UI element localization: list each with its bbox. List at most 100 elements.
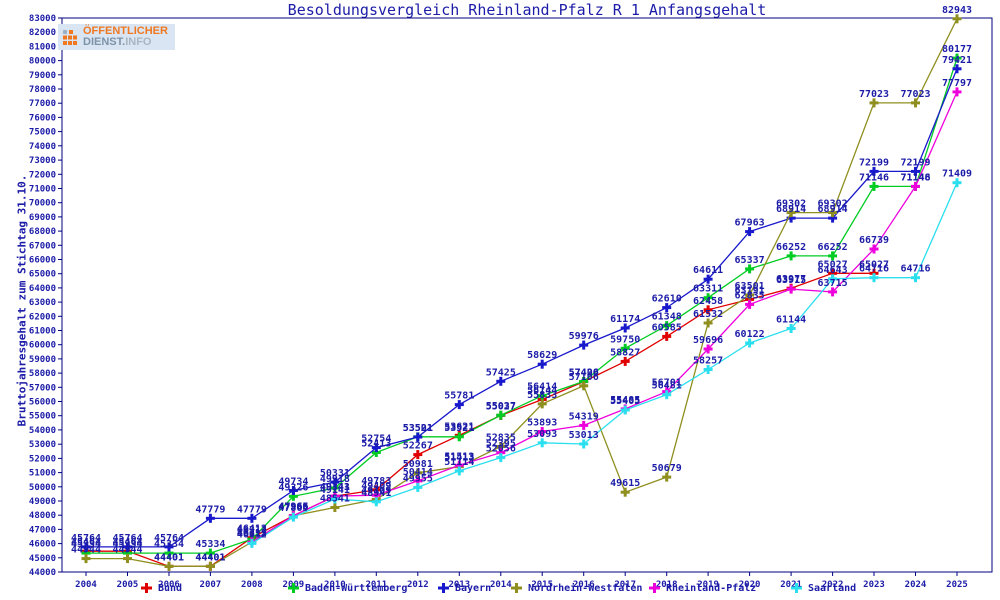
svg-text:49615: 49615 bbox=[610, 478, 640, 489]
svg-text:2005: 2005 bbox=[117, 580, 139, 590]
legend-label: Rheinland-Pfalz bbox=[666, 582, 757, 594]
svg-text:72000: 72000 bbox=[29, 170, 56, 180]
svg-text:71146: 71146 bbox=[900, 172, 930, 183]
svg-text:47965: 47965 bbox=[278, 502, 308, 513]
svg-text:47966: 47966 bbox=[278, 502, 308, 513]
svg-text:50000: 50000 bbox=[29, 483, 56, 493]
svg-text:66252: 66252 bbox=[776, 242, 806, 253]
svg-text:60585: 60585 bbox=[652, 322, 682, 333]
svg-text:79421: 79421 bbox=[942, 55, 972, 66]
svg-text:59000: 59000 bbox=[29, 355, 56, 365]
svg-text:57420: 57420 bbox=[569, 367, 599, 378]
svg-text:2006: 2006 bbox=[158, 580, 180, 590]
legend-marker-icon bbox=[511, 583, 522, 593]
svg-text:65337: 65337 bbox=[735, 255, 765, 266]
svg-text:45334: 45334 bbox=[154, 539, 184, 550]
legend-marker-icon bbox=[791, 583, 802, 593]
svg-text:2025: 2025 bbox=[946, 580, 968, 590]
svg-text:49341: 49341 bbox=[320, 482, 350, 493]
svg-text:82943: 82943 bbox=[942, 5, 972, 16]
svg-text:55037: 55037 bbox=[486, 401, 516, 412]
svg-text:49918: 49918 bbox=[320, 474, 350, 485]
svg-text:64611: 64611 bbox=[693, 265, 723, 276]
legend-item-bayern: Bayern bbox=[437, 582, 491, 594]
svg-text:83000: 83000 bbox=[29, 14, 56, 24]
svg-text:49000: 49000 bbox=[29, 497, 56, 507]
legend-item-saarland: Saarland bbox=[790, 582, 856, 594]
svg-text:80177: 80177 bbox=[942, 44, 972, 55]
svg-text:46112: 46112 bbox=[237, 528, 267, 539]
svg-text:61532: 61532 bbox=[693, 309, 723, 320]
legend-marker-icon bbox=[438, 583, 449, 593]
svg-text:74000: 74000 bbox=[29, 142, 56, 152]
svg-text:56000: 56000 bbox=[29, 398, 56, 408]
svg-text:2012: 2012 bbox=[407, 580, 429, 590]
svg-text:45334: 45334 bbox=[112, 539, 142, 550]
svg-text:70000: 70000 bbox=[29, 199, 56, 209]
svg-text:2011: 2011 bbox=[365, 580, 387, 590]
svg-text:58000: 58000 bbox=[29, 369, 56, 379]
svg-text:55833: 55833 bbox=[527, 390, 557, 401]
svg-text:2024: 2024 bbox=[905, 580, 927, 590]
svg-text:63000: 63000 bbox=[29, 298, 56, 308]
svg-text:50331: 50331 bbox=[320, 468, 350, 479]
svg-text:52754: 52754 bbox=[361, 434, 391, 445]
svg-text:75000: 75000 bbox=[29, 128, 56, 138]
svg-text:54319: 54319 bbox=[569, 411, 599, 422]
svg-text:53621: 53621 bbox=[444, 421, 474, 432]
svg-text:56414: 56414 bbox=[527, 382, 557, 393]
svg-text:49734: 49734 bbox=[278, 477, 308, 488]
svg-text:44000: 44000 bbox=[29, 568, 56, 578]
svg-text:53501: 53501 bbox=[403, 423, 433, 434]
svg-text:73000: 73000 bbox=[29, 156, 56, 166]
svg-text:58629: 58629 bbox=[527, 350, 557, 361]
svg-text:60122: 60122 bbox=[735, 329, 765, 340]
svg-text:69000: 69000 bbox=[29, 213, 56, 223]
svg-text:64643: 64643 bbox=[818, 265, 848, 276]
svg-text:68914: 68914 bbox=[818, 204, 848, 215]
svg-text:71146: 71146 bbox=[859, 172, 889, 183]
svg-text:46012: 46012 bbox=[237, 529, 267, 540]
svg-text:59750: 59750 bbox=[610, 334, 640, 345]
svg-text:77023: 77023 bbox=[859, 89, 889, 100]
svg-text:2017: 2017 bbox=[614, 580, 636, 590]
svg-text:56481: 56481 bbox=[652, 381, 682, 392]
svg-text:66739: 66739 bbox=[859, 235, 889, 246]
svg-text:52056: 52056 bbox=[486, 444, 516, 455]
svg-text:55405: 55405 bbox=[610, 396, 640, 407]
svg-text:52413: 52413 bbox=[361, 439, 391, 450]
logo-blocks-icon bbox=[62, 29, 77, 45]
svg-text:71409: 71409 bbox=[942, 169, 972, 180]
svg-text:47966: 47966 bbox=[278, 502, 308, 513]
svg-text:77797: 77797 bbox=[942, 78, 972, 89]
svg-text:49141: 49141 bbox=[320, 485, 350, 496]
svg-text:56144: 56144 bbox=[527, 386, 557, 397]
svg-text:45464: 45464 bbox=[112, 537, 142, 548]
svg-text:2007: 2007 bbox=[200, 580, 222, 590]
svg-text:45764: 45764 bbox=[154, 533, 184, 544]
svg-text:61348: 61348 bbox=[652, 312, 682, 323]
svg-text:63977: 63977 bbox=[776, 274, 806, 285]
svg-text:48541: 48541 bbox=[320, 494, 350, 505]
svg-text:68914: 68914 bbox=[776, 204, 806, 215]
svg-text:78000: 78000 bbox=[29, 85, 56, 95]
svg-text:55027: 55027 bbox=[486, 401, 516, 412]
svg-text:47000: 47000 bbox=[29, 525, 56, 535]
legend-label: Bund bbox=[158, 582, 183, 594]
svg-text:59696: 59696 bbox=[693, 335, 723, 346]
svg-text:53013: 53013 bbox=[569, 430, 599, 441]
svg-text:72199: 72199 bbox=[859, 157, 889, 168]
svg-text:44401: 44401 bbox=[195, 552, 225, 563]
svg-text:65027: 65027 bbox=[818, 259, 848, 270]
svg-text:45764: 45764 bbox=[71, 533, 101, 544]
svg-text:2013: 2013 bbox=[448, 580, 470, 590]
svg-text:48000: 48000 bbox=[29, 511, 56, 521]
svg-text:63715: 63715 bbox=[818, 278, 848, 289]
svg-text:44944: 44944 bbox=[71, 545, 101, 556]
svg-text:2023: 2023 bbox=[863, 580, 885, 590]
svg-text:57106: 57106 bbox=[569, 372, 599, 383]
svg-text:57000: 57000 bbox=[29, 383, 56, 393]
svg-text:44944: 44944 bbox=[112, 545, 142, 556]
